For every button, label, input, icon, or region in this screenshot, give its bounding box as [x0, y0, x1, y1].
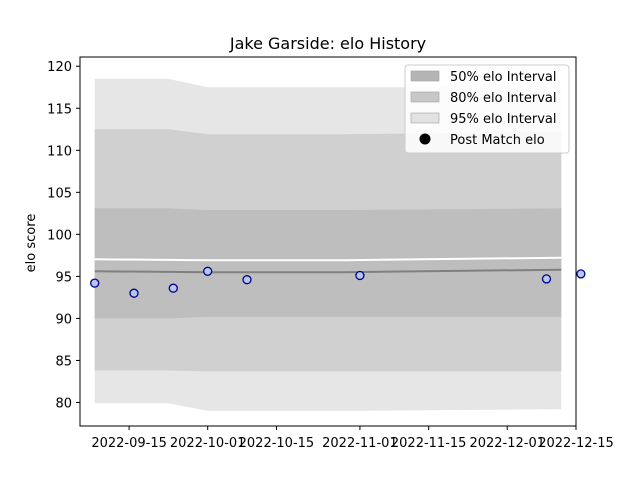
x-tick-label: 2022-12-01	[469, 436, 545, 451]
legend-swatch	[410, 70, 440, 82]
mean-elo-line	[94, 268, 562, 274]
y-tick-label: 115	[47, 102, 72, 117]
legend-box	[404, 64, 570, 154]
y-tick-label: 80	[55, 396, 72, 411]
mean-line-group	[94, 256, 562, 274]
x-tick-label: 2022-11-01	[322, 436, 398, 451]
legend-marker	[419, 133, 431, 145]
post-match-point	[242, 275, 252, 285]
post-match-point	[541, 274, 552, 284]
x-tick-label: 2022-09-15	[91, 436, 167, 451]
legend-label: 95% elo Interval	[450, 112, 557, 127]
y-tick-label: 110	[47, 144, 72, 159]
x-tick-label: 2022-10-01	[170, 436, 246, 451]
y-tick-label: 85	[55, 354, 72, 369]
plot-frame	[79, 56, 577, 427]
legend-label: 80% elo Interval	[450, 91, 557, 106]
x-tick-label: 2022-12-15	[538, 436, 614, 451]
x-tick-label: 2022-11-15	[391, 436, 467, 451]
legend-label: 50% elo Interval	[450, 70, 557, 85]
legend-label: Post Match elo	[450, 133, 545, 148]
chart-title: Jake Garside: elo History	[229, 34, 426, 53]
y-tick-label: 100	[47, 228, 72, 243]
x-tick-label: 2022-10-15	[239, 436, 315, 451]
y-tick-label: 105	[47, 186, 72, 201]
legend: 50% elo Interval 80% elo Interval 95% elo …	[404, 64, 570, 154]
legend-swatch	[410, 112, 440, 124]
post-match-point	[355, 270, 365, 281]
y-axis-label: elo score	[24, 214, 39, 273]
y-tick-label: 120	[47, 60, 72, 75]
y-tick-label: 95	[55, 270, 72, 285]
post-match-point	[168, 283, 178, 293]
post-match-point	[129, 288, 139, 298]
band-gap-line	[94, 256, 562, 262]
legend-swatch	[410, 91, 440, 103]
post-match-points	[90, 266, 586, 298]
y-tick-label: 90	[55, 312, 72, 327]
axes	[79, 56, 577, 427]
band-2	[94, 208, 562, 319]
post-match-point	[90, 278, 100, 288]
interval-bands	[94, 78, 562, 411]
post-match-point	[203, 266, 213, 276]
post-match-point	[576, 269, 586, 279]
